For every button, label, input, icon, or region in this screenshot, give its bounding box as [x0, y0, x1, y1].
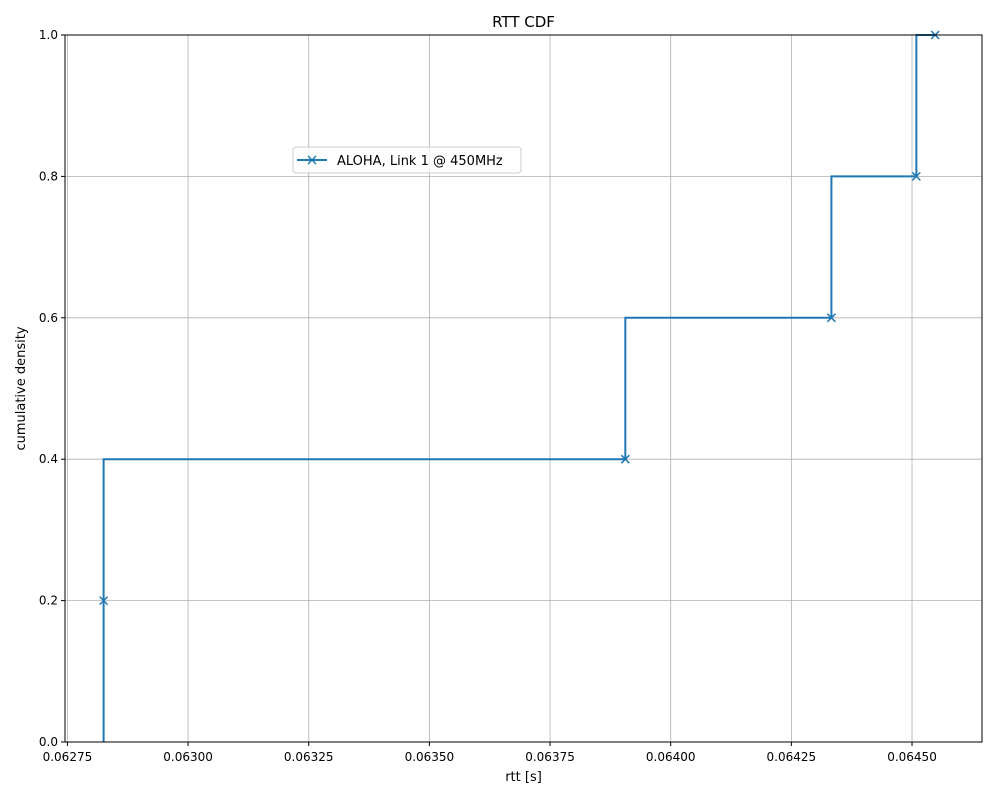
- x-tick-label: 0.06375: [525, 750, 575, 764]
- plot-frame: [64, 34, 983, 743]
- x-tick-label: 0.06425: [767, 750, 817, 764]
- grid-lines: [65, 34, 982, 743]
- series-layer: [99, 30, 940, 742]
- data-point-marker: [620, 454, 630, 464]
- data-point-marker: [911, 171, 921, 181]
- x-tick-label: 0.06325: [284, 750, 334, 764]
- legend-box: [292, 146, 522, 174]
- x-axis-label: rtt [s]: [505, 770, 542, 785]
- y-tick-label: 0.0: [39, 735, 58, 749]
- x-axis: 0.06275 0.06300 0.06325 0.06350 0.06375 0.064…: [43, 742, 937, 764]
- x-tick-label: 0.06450: [887, 750, 937, 764]
- data-point-marker: [826, 313, 836, 323]
- y-tick-label: 0.6: [39, 311, 58, 325]
- series-step-line: [102, 34, 936, 742]
- chart-title: RTT CDF: [492, 13, 555, 31]
- y-tick-label: 0.8: [39, 169, 58, 183]
- legend-label: ALOHA, Link 1 @ 450MHz: [337, 154, 503, 169]
- y-axis: 0.0 0.2 0.4 0.6 0.8 1.0: [39, 28, 65, 749]
- x-tick-label: 0.06400: [646, 750, 696, 764]
- x-tick-label: 0.06300: [163, 750, 213, 764]
- y-tick-label: 0.2: [39, 594, 58, 608]
- y-tick-label: 1.0: [39, 28, 58, 42]
- legend: ALOHA, Link 1 @ 450MHz: [292, 146, 522, 174]
- legend-marker-x-icon: [307, 155, 317, 165]
- x-tick-label: 0.06350: [405, 750, 455, 764]
- x-tick-label: 0.06275: [43, 750, 93, 764]
- data-point-marker: [99, 596, 109, 606]
- y-axis-label: cumulative density: [14, 326, 29, 450]
- y-tick-label: 0.4: [39, 452, 58, 466]
